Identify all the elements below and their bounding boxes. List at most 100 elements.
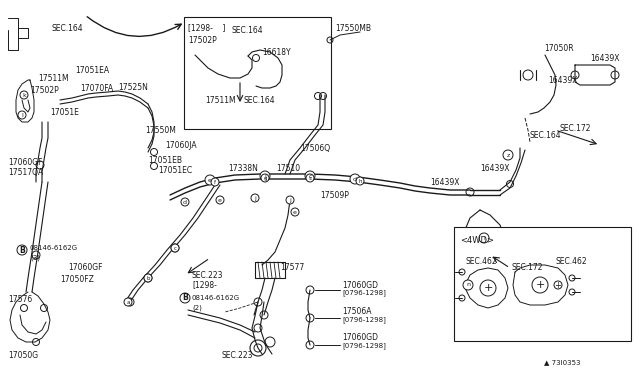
Text: 17577: 17577 [280, 263, 304, 273]
Text: (3): (3) [30, 255, 40, 261]
Text: B: B [19, 246, 25, 254]
Text: 17060JA: 17060JA [165, 141, 196, 150]
Text: 17050FZ: 17050FZ [60, 276, 94, 285]
Text: SEC.164: SEC.164 [232, 26, 264, 35]
Text: 17338N: 17338N [228, 164, 258, 173]
Text: k: k [22, 93, 26, 97]
Circle shape [291, 208, 299, 216]
Circle shape [251, 194, 259, 202]
Text: c: c [308, 173, 312, 179]
Text: B: B [182, 294, 188, 302]
Text: 17060GF: 17060GF [8, 157, 42, 167]
Text: b: b [147, 276, 150, 280]
Circle shape [20, 91, 28, 99]
Text: j: j [254, 196, 256, 201]
Circle shape [305, 171, 315, 181]
Text: a: a [126, 299, 130, 305]
Text: j: j [264, 173, 266, 179]
Text: 17506A: 17506A [342, 308, 371, 317]
Text: z: z [506, 153, 509, 157]
Text: 08146-6162G: 08146-6162G [192, 295, 240, 301]
Text: [0796-1298]: [0796-1298] [342, 290, 386, 296]
Text: +: + [535, 280, 545, 290]
Text: g: g [263, 176, 267, 180]
Text: 17510: 17510 [276, 164, 300, 173]
Text: d: d [353, 176, 357, 182]
Text: 16439X: 16439X [548, 76, 577, 84]
Text: SEC.172: SEC.172 [512, 263, 543, 273]
Text: 17060GF: 17060GF [68, 263, 102, 273]
Circle shape [261, 174, 269, 182]
Text: <4WD>: <4WD> [460, 235, 494, 244]
Text: SEC.164: SEC.164 [244, 96, 276, 105]
Text: SEC.164: SEC.164 [52, 23, 84, 32]
Text: [0796-1298]: [0796-1298] [342, 343, 386, 349]
Circle shape [479, 233, 489, 243]
Text: 17511M: 17511M [38, 74, 68, 83]
Text: 17502P: 17502P [188, 35, 217, 45]
Text: 17051EA: 17051EA [75, 65, 109, 74]
Text: SEC.223: SEC.223 [222, 350, 253, 359]
Text: 17550MB: 17550MB [335, 23, 371, 32]
Text: 17576: 17576 [8, 295, 32, 305]
Circle shape [124, 298, 132, 306]
Text: e: e [208, 177, 212, 183]
Text: 17060GD: 17060GD [342, 334, 378, 343]
Text: 16439X: 16439X [590, 54, 620, 62]
Circle shape [350, 174, 360, 184]
Circle shape [463, 280, 473, 290]
Text: 16439X: 16439X [480, 164, 509, 173]
Text: 17070FA: 17070FA [80, 83, 113, 93]
Text: [0796-1298]: [0796-1298] [342, 317, 386, 323]
Text: 17511M: 17511M [205, 96, 236, 105]
Text: e: e [293, 209, 297, 215]
Circle shape [180, 293, 190, 303]
FancyBboxPatch shape [184, 17, 331, 129]
Text: c: c [173, 246, 177, 250]
Circle shape [171, 244, 179, 252]
Circle shape [306, 174, 314, 182]
FancyBboxPatch shape [454, 227, 631, 341]
Circle shape [286, 196, 294, 204]
Text: l: l [21, 112, 23, 118]
Circle shape [18, 111, 26, 119]
Text: +: + [483, 283, 493, 293]
Text: ▲ 73l0353: ▲ 73l0353 [543, 359, 580, 365]
Text: 17517QA: 17517QA [8, 167, 44, 176]
Text: f: f [214, 180, 216, 185]
Text: 17502P: 17502P [30, 86, 59, 94]
Text: SEC.462: SEC.462 [465, 257, 497, 266]
Text: 17051E: 17051E [50, 108, 79, 116]
Text: SEC.223: SEC.223 [192, 270, 223, 279]
Text: l: l [483, 235, 485, 241]
Text: 17051EC: 17051EC [158, 166, 192, 174]
Text: e: e [218, 198, 222, 202]
Text: 16439X: 16439X [430, 177, 460, 186]
Circle shape [503, 150, 513, 160]
Text: 17050R: 17050R [544, 44, 573, 52]
Text: 17509P: 17509P [320, 190, 349, 199]
Circle shape [216, 196, 224, 204]
Text: s: s [308, 176, 312, 180]
Text: d: d [183, 199, 187, 205]
Text: h: h [358, 179, 362, 183]
Circle shape [181, 198, 189, 206]
Text: +: + [555, 280, 561, 289]
Text: 17051EB: 17051EB [148, 155, 182, 164]
Text: SEC.172: SEC.172 [560, 124, 591, 132]
Text: [1298-    ]: [1298- ] [188, 23, 225, 32]
Text: 08146-6162G: 08146-6162G [30, 245, 78, 251]
Text: 17050G: 17050G [8, 350, 38, 359]
Circle shape [211, 178, 219, 186]
Text: SEC.164: SEC.164 [530, 131, 562, 140]
Circle shape [356, 177, 364, 185]
Text: 17525N: 17525N [118, 83, 148, 92]
Text: (2): (2) [192, 305, 202, 311]
Text: n: n [466, 282, 470, 288]
Circle shape [205, 175, 215, 185]
Circle shape [260, 171, 270, 181]
Text: 17506Q: 17506Q [300, 144, 330, 153]
Text: SEC.462: SEC.462 [555, 257, 587, 266]
Text: j: j [289, 198, 291, 202]
Text: 17060GD: 17060GD [342, 280, 378, 289]
